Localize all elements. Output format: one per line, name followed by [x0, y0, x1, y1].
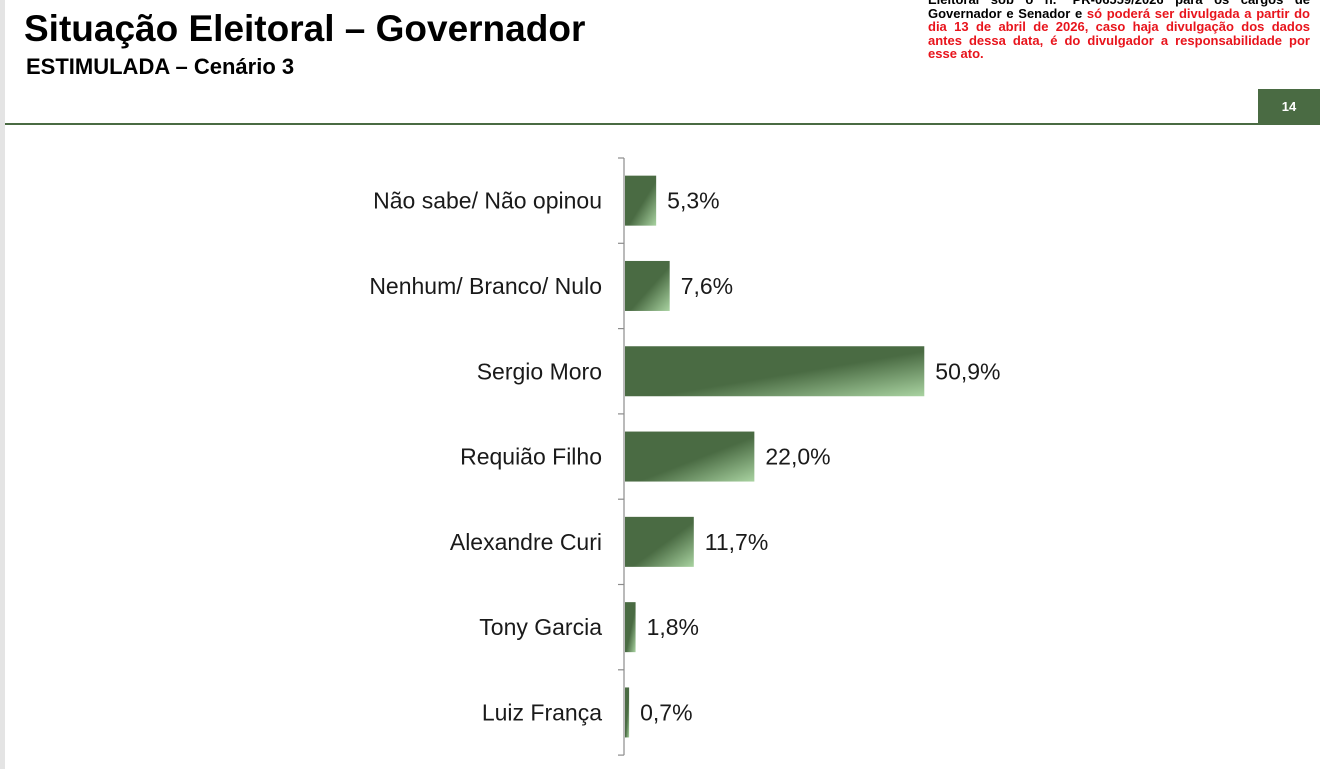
category-label-4: Alexandre Curi	[450, 529, 602, 555]
value-label-2: 50,9%	[935, 358, 1000, 384]
bar-0	[625, 175, 657, 226]
category-label-3: Requião Filho	[460, 444, 602, 470]
left-edge-strip	[0, 0, 5, 769]
page-number-badge: 14	[1258, 89, 1320, 123]
page-subtitle: ESTIMULADA – Cenário 3	[26, 54, 295, 79]
value-label-0: 5,3%	[667, 188, 719, 214]
notice-warning-text: só poderá ser divulgada a partir do dia …	[928, 5, 1310, 61]
notice-text: Eleitoral sob o n.º PR-06559/2026 para o…	[928, 0, 1310, 21]
category-label-1: Nenhum/ Branco/ Nulo	[369, 273, 602, 299]
bar-1	[625, 260, 670, 311]
category-label-5: Tony Garcia	[479, 614, 602, 640]
disclosure-notice: Eleitoral sob o n.º PR-06559/2026 para o…	[928, 0, 1310, 61]
value-label-3: 22,0%	[765, 444, 830, 470]
value-label-1: 7,6%	[681, 273, 733, 299]
bar-5	[625, 602, 636, 653]
category-label-0: Não sabe/ Não opinou	[373, 188, 602, 214]
header-divider	[5, 123, 1320, 125]
value-label-4: 11,7%	[705, 529, 769, 555]
value-label-5: 1,8%	[647, 614, 699, 640]
value-label-6: 0,7%	[640, 699, 692, 725]
bar-3	[625, 431, 755, 482]
bar-2	[625, 346, 925, 397]
bar-6	[625, 687, 630, 738]
page-title: Situação Eleitoral – Governador	[24, 8, 586, 49]
category-label-2: Sergio Moro	[477, 358, 602, 384]
bar-4	[625, 516, 694, 567]
category-label-6: Luiz França	[482, 699, 602, 725]
